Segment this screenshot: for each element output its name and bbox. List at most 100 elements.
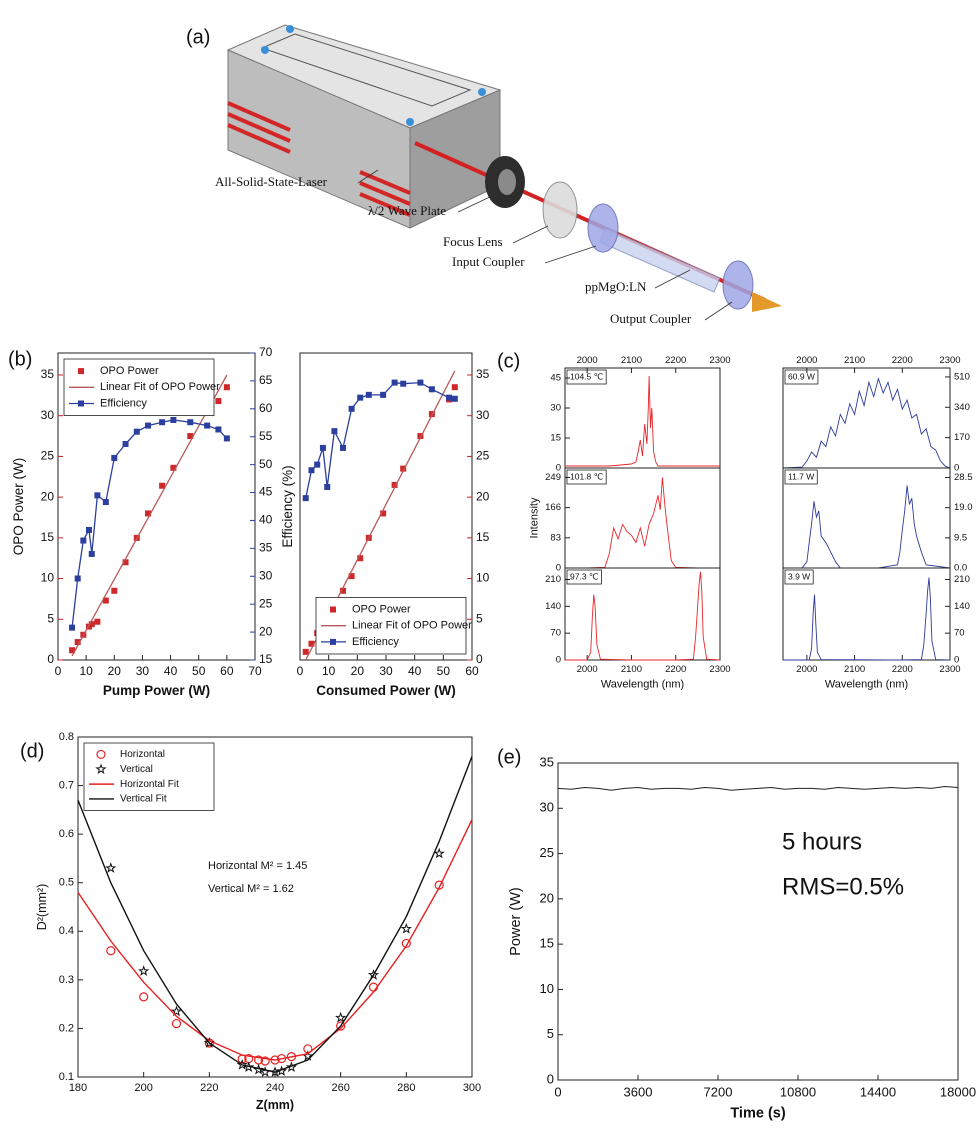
marker — [88, 621, 95, 628]
marker — [434, 880, 444, 890]
y-tick-label: 20 — [476, 489, 490, 503]
input-coupler — [587, 203, 619, 253]
laser-stripes — [227, 101, 411, 217]
y-tick-label: 170 — [954, 432, 970, 443]
y-axis-label: D²(mm²) — [35, 884, 49, 931]
x-axis-label: Time (s) — [730, 1106, 786, 1122]
wave-plate-hole — [498, 169, 516, 195]
y-tick-label: 30 — [540, 800, 554, 815]
x-axis-label: Wavelength (nm) — [825, 679, 908, 691]
marker — [380, 391, 387, 398]
legend-swatch — [330, 606, 336, 613]
marker — [102, 597, 109, 604]
marker — [357, 555, 364, 562]
laser-window — [260, 33, 472, 107]
plot-frame — [564, 467, 721, 569]
marker — [74, 575, 81, 582]
legend-swatch — [78, 400, 84, 407]
x-tick-label: 3600 — [624, 1084, 653, 1099]
marker — [260, 1056, 270, 1066]
x-tick-label: 2200 — [665, 355, 686, 366]
marker — [340, 444, 346, 451]
diagram-label: Input Coupler — [452, 254, 525, 269]
legend-label: Efficiency — [352, 636, 399, 648]
marker — [74, 639, 81, 646]
y-tick-label: 0.7 — [59, 779, 74, 791]
y-tick-label: 25 — [41, 449, 55, 463]
marker — [69, 624, 76, 631]
marker — [428, 386, 435, 393]
annotation-box — [566, 369, 607, 385]
x-tick-label: 10 — [79, 664, 93, 678]
marker — [365, 391, 372, 398]
x-tick-label: 260 — [331, 1082, 349, 1094]
legend-swatch — [78, 368, 84, 375]
y-tick-label: 55 — [259, 429, 273, 443]
y-tick-label: 45 — [259, 485, 273, 499]
annotation-box — [566, 469, 607, 485]
y-tick-label: 40 — [259, 513, 273, 527]
y-tick-label: 0 — [954, 655, 959, 666]
y-tick-label: 249 — [545, 472, 561, 483]
y-tick-label: 340 — [954, 402, 970, 413]
marker — [111, 587, 118, 594]
y-tick-label: 9.5 — [954, 532, 967, 543]
y-tick-label: 35 — [41, 367, 55, 381]
marker — [451, 395, 458, 402]
x-tick-label: 2300 — [939, 664, 960, 675]
y-tick-label: 510 — [954, 371, 970, 382]
series-line — [557, 785, 959, 791]
marker — [215, 398, 222, 405]
y-tick-label: 15 — [476, 530, 490, 544]
x-tick-label: 2300 — [709, 664, 730, 675]
marker — [133, 428, 140, 435]
marker — [80, 537, 87, 544]
marker — [340, 587, 346, 594]
x-tick-label: 10 — [322, 664, 336, 678]
y-tick-label: 70 — [550, 628, 561, 639]
annotation-box — [784, 569, 814, 585]
y-tick-label: 140 — [954, 601, 970, 612]
marker — [171, 1018, 182, 1029]
x-tick-label: 40 — [164, 664, 178, 678]
x-axis-label: Consumed Power (W) — [316, 683, 456, 698]
y-tick-label: 10 — [41, 571, 55, 585]
y-tick-label: 25 — [476, 449, 490, 463]
marker — [145, 510, 152, 517]
y-tick-label: 19.0 — [954, 502, 973, 513]
panel-label: (a) — [186, 26, 210, 48]
y-tick-label: 30 — [41, 408, 55, 422]
series-line — [565, 477, 720, 569]
diagram-label: ppMgO:LN — [585, 279, 647, 294]
marker — [159, 482, 166, 489]
legend-label: OPO Power — [100, 365, 159, 377]
marker — [417, 433, 424, 440]
y-tick-label: 60 — [259, 401, 273, 415]
x-tick-label: 2200 — [892, 355, 913, 366]
x-tick-label: 200 — [134, 1082, 152, 1094]
annotation-box — [784, 369, 819, 385]
annotation: 60.9 W — [788, 371, 815, 381]
x-tick-label: 240 — [266, 1082, 284, 1094]
annotation-box — [566, 569, 602, 585]
leader-line — [357, 169, 379, 184]
marker — [357, 394, 364, 401]
marker — [122, 440, 129, 447]
annotation: 11.7 W — [788, 471, 814, 481]
marker — [170, 1005, 183, 1017]
series-line — [565, 571, 721, 661]
x-tick-label: 2000 — [577, 664, 598, 675]
x-tick-label: 20 — [108, 664, 122, 678]
y-tick-label: 15 — [41, 530, 55, 544]
series-line — [71, 374, 228, 657]
y-tick-label: 0 — [556, 463, 561, 474]
y-tick-label: 20 — [41, 489, 55, 503]
y-tick-label: 0.6 — [59, 828, 74, 840]
y-tick-label: 15 — [550, 433, 561, 444]
y-tick-label: 0 — [556, 563, 561, 574]
y-tick-label: 166 — [545, 502, 561, 513]
series-line — [77, 756, 473, 1073]
panel-label: (c) — [497, 350, 520, 372]
marker — [170, 416, 177, 423]
annotation-box — [784, 469, 818, 485]
